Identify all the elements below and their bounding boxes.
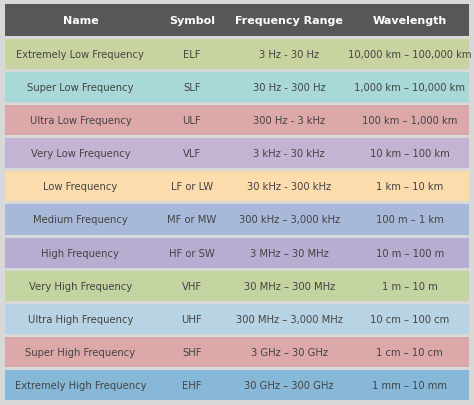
Text: 3 GHz – 30 GHz: 3 GHz – 30 GHz bbox=[251, 347, 328, 357]
Text: HF or SW: HF or SW bbox=[169, 248, 215, 258]
Text: UHF: UHF bbox=[182, 314, 202, 324]
Bar bbox=[5, 238, 469, 268]
Text: 100 km – 1,000 km: 100 km – 1,000 km bbox=[362, 116, 457, 126]
Text: 1 m – 10 m: 1 m – 10 m bbox=[382, 281, 438, 291]
Text: Ultra High Frequency: Ultra High Frequency bbox=[27, 314, 133, 324]
Text: Ultra Low Frequency: Ultra Low Frequency bbox=[29, 116, 131, 126]
Text: 300 MHz – 3,000 MHz: 300 MHz – 3,000 MHz bbox=[236, 314, 343, 324]
Bar bbox=[5, 271, 469, 301]
Text: 30 MHz – 300 MHz: 30 MHz – 300 MHz bbox=[244, 281, 335, 291]
Text: Low Frequency: Low Frequency bbox=[43, 182, 118, 192]
Bar bbox=[5, 337, 469, 367]
Text: LF or LW: LF or LW bbox=[171, 182, 213, 192]
Bar bbox=[5, 40, 469, 70]
Bar bbox=[5, 73, 469, 103]
Text: 10 m – 100 m: 10 m – 100 m bbox=[376, 248, 444, 258]
Text: 100 m – 1 km: 100 m – 1 km bbox=[376, 215, 444, 225]
Text: High Frequency: High Frequency bbox=[41, 248, 119, 258]
Bar bbox=[5, 5, 469, 37]
Text: MF or MW: MF or MW bbox=[167, 215, 217, 225]
Text: Wavelength: Wavelength bbox=[373, 16, 447, 26]
Text: 3 MHz – 30 MHz: 3 MHz – 30 MHz bbox=[250, 248, 328, 258]
Text: 10 km – 100 km: 10 km – 100 km bbox=[370, 149, 450, 159]
Text: 300 Hz - 3 kHz: 300 Hz - 3 kHz bbox=[253, 116, 325, 126]
Text: 1 cm – 10 cm: 1 cm – 10 cm bbox=[376, 347, 443, 357]
Text: Super High Frequency: Super High Frequency bbox=[25, 347, 136, 357]
Text: 30 kHz - 300 kHz: 30 kHz - 300 kHz bbox=[247, 182, 331, 192]
Text: ELF: ELF bbox=[183, 50, 201, 60]
Bar bbox=[5, 304, 469, 334]
Text: Extremely High Frequency: Extremely High Frequency bbox=[15, 380, 146, 390]
Bar bbox=[5, 172, 469, 202]
Bar bbox=[5, 106, 469, 136]
Text: Frequency Range: Frequency Range bbox=[235, 16, 343, 26]
Text: VHF: VHF bbox=[182, 281, 202, 291]
Text: EHF: EHF bbox=[182, 380, 201, 390]
Text: VLF: VLF bbox=[182, 149, 201, 159]
Text: 30 GHz – 300 GHz: 30 GHz – 300 GHz bbox=[245, 380, 334, 390]
Text: Symbol: Symbol bbox=[169, 16, 215, 26]
Text: 10 cm – 100 cm: 10 cm – 100 cm bbox=[370, 314, 449, 324]
Bar bbox=[5, 370, 469, 400]
Bar bbox=[5, 139, 469, 169]
Text: Very Low Frequency: Very Low Frequency bbox=[31, 149, 130, 159]
Text: 1 km – 10 km: 1 km – 10 km bbox=[376, 182, 444, 192]
Text: Extremely Low Frequency: Extremely Low Frequency bbox=[17, 50, 145, 60]
Text: SHF: SHF bbox=[182, 347, 201, 357]
Text: SLF: SLF bbox=[183, 83, 201, 93]
Text: 3 kHz - 30 kHz: 3 kHz - 30 kHz bbox=[254, 149, 325, 159]
Text: 30 Hz - 300 Hz: 30 Hz - 300 Hz bbox=[253, 83, 326, 93]
Bar bbox=[5, 205, 469, 235]
Text: 1,000 km – 10,000 km: 1,000 km – 10,000 km bbox=[355, 83, 465, 93]
Text: Name: Name bbox=[63, 16, 98, 26]
Text: 10,000 km – 100,000 km: 10,000 km – 100,000 km bbox=[348, 50, 472, 60]
Text: ULF: ULF bbox=[182, 116, 201, 126]
Text: Very High Frequency: Very High Frequency bbox=[29, 281, 132, 291]
Text: 3 Hz - 30 Hz: 3 Hz - 30 Hz bbox=[259, 50, 319, 60]
Text: 300 kHz – 3,000 kHz: 300 kHz – 3,000 kHz bbox=[238, 215, 340, 225]
Text: Super Low Frequency: Super Low Frequency bbox=[27, 83, 134, 93]
Text: 1 mm – 10 mm: 1 mm – 10 mm bbox=[373, 380, 447, 390]
Text: Medium Frequency: Medium Frequency bbox=[33, 215, 128, 225]
